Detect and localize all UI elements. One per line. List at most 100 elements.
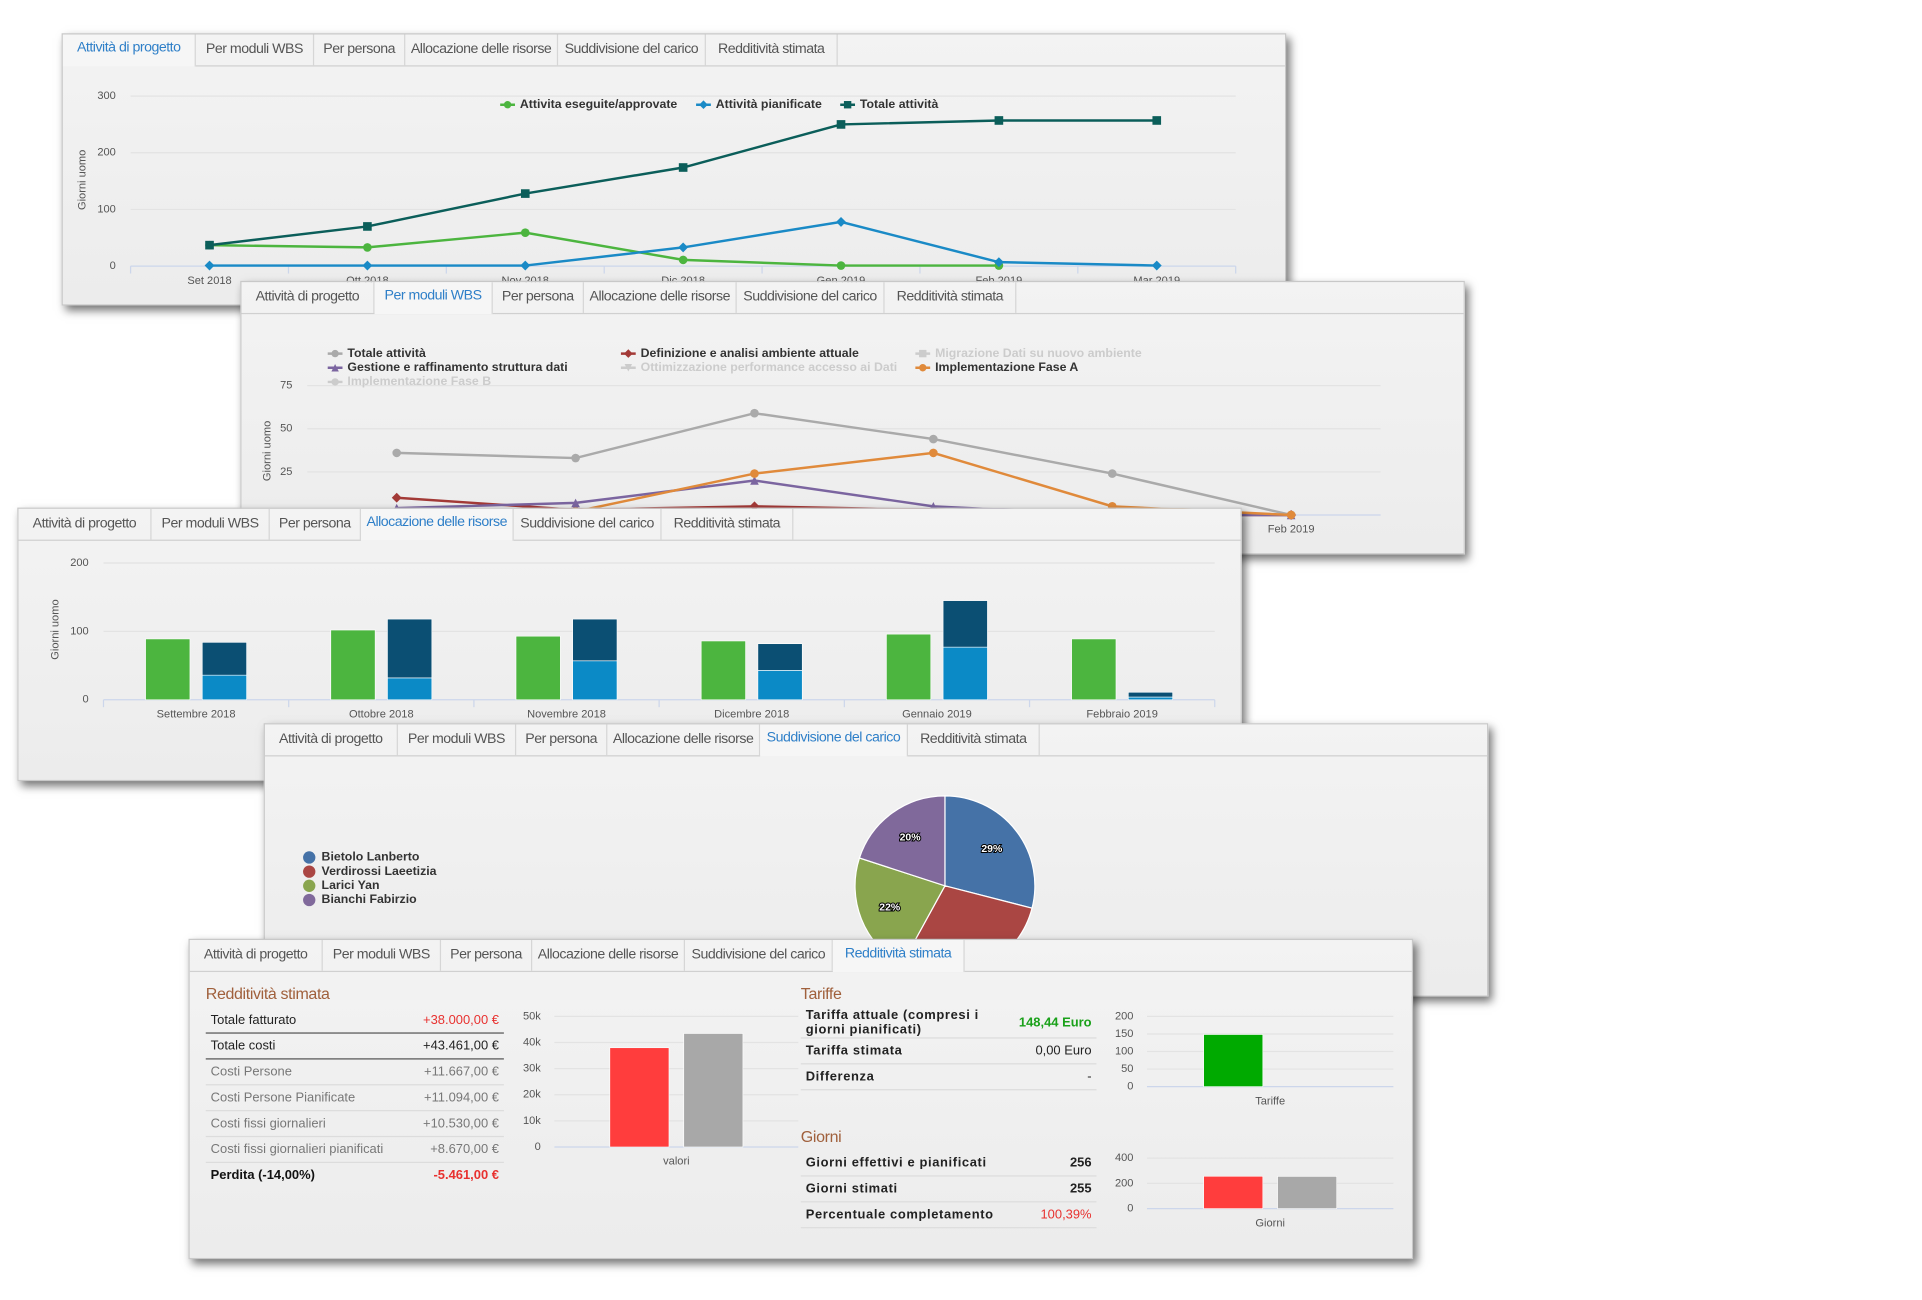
point: [204, 260, 215, 271]
row-label: Tariffa stimata: [805, 1043, 903, 1059]
bar: [515, 635, 561, 701]
tab[interactable]: Per persona: [314, 34, 406, 66]
legend-label: Implementazione Fase B: [347, 374, 491, 388]
row-label: Tariffa attuale (compresi i giorni piani…: [805, 1007, 979, 1038]
tab[interactable]: Redditività stimata: [832, 940, 965, 973]
tab-bar: Attività di progetto Per moduli WBS Per pe…: [18, 508, 1241, 541]
tab[interactable]: Per persona: [493, 282, 584, 313]
tab[interactable]: Per moduli WBS: [323, 940, 442, 971]
legend-label: Ottimizzazione performance accesso ai Da…: [641, 360, 898, 374]
tab[interactable]: Per moduli WBS: [374, 282, 493, 315]
row-label: Costi fissi giornalieri: [210, 1116, 326, 1131]
row-label: Percentuale completamento: [805, 1207, 994, 1223]
legend-label: Bietolo Lanberto: [322, 850, 420, 864]
tab[interactable]: Per persona: [441, 940, 533, 971]
legend-symbol: [303, 893, 316, 907]
x-tick-label: Febbraio 2019: [1086, 708, 1157, 720]
table-row: Costi fissi giornalieri +10.530,00 €: [205, 1111, 504, 1138]
tab[interactable]: Attività di progetto: [190, 940, 323, 971]
legend-label: Verdirossi Laeetizia: [322, 864, 437, 878]
bar: [330, 629, 376, 701]
table: Tariffe Tariffa attuale (compresi i giorn…: [800, 981, 1097, 1091]
y-tick-label: 25: [280, 466, 292, 478]
slice: [944, 795, 1036, 909]
bar: [942, 600, 988, 648]
row-value: +38.000,00 €: [423, 1012, 499, 1028]
series-line: [209, 231, 999, 267]
legend-label: Totale attività: [860, 97, 939, 111]
tab[interactable]: Redditività stimata: [706, 34, 838, 66]
legend-label: Attivita eseguite/approvate: [520, 97, 678, 111]
row-value: 255: [1069, 1181, 1092, 1197]
tab[interactable]: Allocazione delle risorse: [584, 282, 737, 313]
legend-label: Gestione e raffinamento struttura dati: [347, 360, 567, 374]
point: [836, 261, 846, 270]
point: [392, 448, 402, 458]
point: [363, 243, 372, 252]
slice-label: 20%: [900, 833, 922, 844]
bar: [387, 618, 433, 679]
table-row: Giorni stimati 255: [800, 1177, 1097, 1203]
row-value: -: [1087, 1069, 1092, 1085]
tab[interactable]: Allocazione delle risorse: [607, 724, 761, 756]
point: [503, 101, 512, 109]
tab[interactable]: Allocazione delle risorse: [405, 34, 559, 66]
table-row: Totale fatturato +38.000,00 €: [205, 1008, 504, 1034]
point: [836, 216, 846, 227]
point: [750, 476, 759, 485]
tab[interactable]: Attività di progetto: [18, 508, 152, 540]
point: [520, 228, 530, 237]
series-line: [209, 119, 1157, 247]
legend-label: Larici Yan: [322, 878, 380, 892]
bar: [145, 638, 191, 701]
y-tick-label: 100: [70, 625, 88, 637]
row-value: -5.461,00 €: [433, 1167, 499, 1183]
y-tick-label: 20k: [523, 1089, 541, 1101]
y-tick-label: 0: [1127, 1203, 1133, 1215]
legend-label: Definizione e analisi ambiente attuale: [641, 346, 859, 360]
tab[interactable]: Suddivisione del carico: [760, 724, 908, 757]
table-row: Costi Persone Pianificate +11.094,00 €: [205, 1085, 504, 1112]
y-tick-label: 0: [1127, 1081, 1133, 1093]
y-tick-label: 200: [70, 557, 88, 569]
legend-label: Totale attività: [347, 346, 426, 360]
tab[interactable]: Attività di progetto: [62, 34, 196, 67]
y-tick-label: 100: [97, 203, 115, 215]
tab[interactable]: Allocazione delle risorse: [532, 940, 685, 971]
point: [994, 116, 1004, 125]
row-label: Costi fissi giornalieri pianificati: [210, 1142, 384, 1157]
point: [331, 349, 339, 358]
tab[interactable]: Suddivisione del carico: [514, 508, 662, 540]
point: [678, 242, 689, 253]
tab[interactable]: Redditività stimata: [885, 282, 1017, 313]
tab[interactable]: Suddivisione del carico: [737, 282, 885, 313]
tab[interactable]: Redditività stimata: [662, 508, 794, 540]
row-value: +8.670,00 €: [430, 1142, 499, 1157]
legend-label: Bianchi Fabirzio: [322, 892, 418, 906]
slice-label: 22%: [879, 902, 901, 913]
row-label: Giorni stimati: [805, 1181, 898, 1197]
tab[interactable]: Redditività stimata: [908, 724, 1040, 756]
tab[interactable]: Suddivisione del carico: [685, 940, 833, 971]
table-row: Totale costi +43.461,00 €: [205, 1034, 504, 1060]
tab[interactable]: Allocazione delle risorse: [360, 508, 514, 541]
tab[interactable]: Per moduli WBS: [196, 34, 315, 66]
bar: [1277, 1176, 1338, 1209]
row-label: Giorni effettivi e pianificati: [805, 1155, 987, 1171]
tab[interactable]: Attività di progetto: [241, 282, 375, 313]
row-label: Totale costi: [210, 1038, 276, 1054]
tab[interactable]: Per persona: [270, 508, 361, 540]
tab[interactable]: Attività di progetto: [265, 724, 398, 756]
tab[interactable]: Per moduli WBS: [398, 724, 517, 756]
tab[interactable]: Per moduli WBS: [152, 508, 270, 540]
tab[interactable]: Suddivisione del carico: [558, 34, 706, 66]
series-line: [396, 411, 1292, 517]
table-row: Differenza -: [800, 1064, 1097, 1091]
tab[interactable]: Per persona: [516, 724, 608, 756]
tab-bar: Attività di progetto Per moduli WBS Per pe…: [241, 282, 1464, 315]
y-tick-label: 200: [1115, 1177, 1133, 1189]
